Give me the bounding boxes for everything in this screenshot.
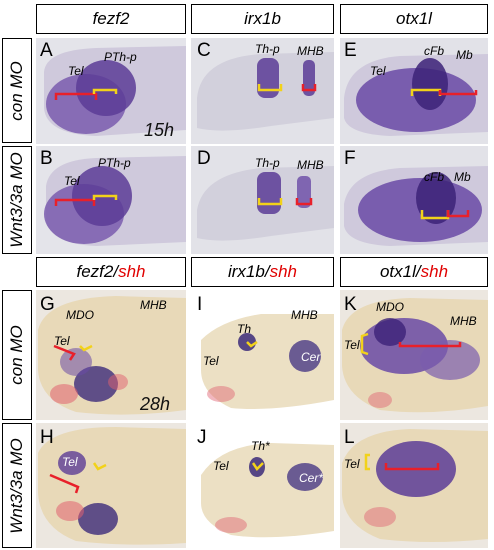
panel-a: A Tel PTh-p 15h bbox=[36, 38, 186, 144]
header-shh: shh bbox=[118, 262, 146, 281]
panel-letter: C bbox=[197, 40, 211, 61]
label-pth-p: PTh-p bbox=[104, 50, 137, 64]
panel-l-image bbox=[342, 429, 488, 542]
label-th-p: Th-p bbox=[255, 156, 280, 170]
label-tel: Tel bbox=[370, 64, 386, 78]
label-mhb: MHB bbox=[291, 308, 318, 322]
label-mhb: MHB bbox=[297, 158, 324, 172]
column-header-otx1l-shh: otx1l / shh bbox=[340, 257, 488, 287]
panel-letter: F bbox=[344, 148, 356, 169]
row-label-wnt-mo-bottom: Wnt3/3a MO bbox=[2, 423, 32, 548]
label-th: Th bbox=[237, 322, 252, 336]
timepoint-label: 15h bbox=[144, 120, 175, 140]
column-header-fezf2: fezf2 bbox=[36, 4, 186, 34]
label-mhb: MHB bbox=[140, 298, 167, 312]
row-label-con-mo-bottom: con MO bbox=[2, 290, 32, 420]
label-tel: Tel bbox=[68, 64, 84, 78]
row-label-text: Wnt3/3a MO bbox=[7, 437, 26, 534]
label-tel: Tel bbox=[64, 174, 80, 188]
panel-h: H Tel bbox=[36, 423, 186, 548]
panel-b-image bbox=[44, 156, 186, 246]
label-tel: Tel bbox=[344, 338, 360, 352]
column-header-fezf2-shh: fezf2/shh bbox=[36, 257, 186, 287]
label-mdo: MDO bbox=[66, 308, 94, 322]
panel-e-image bbox=[344, 54, 488, 136]
label-mhb: MHB bbox=[297, 44, 324, 58]
label-pth-p: PTh-p bbox=[98, 156, 131, 170]
header-text: otx1l bbox=[396, 9, 432, 28]
panel-letter: D bbox=[197, 148, 211, 169]
label-mb: Mb bbox=[454, 170, 471, 184]
panel-letter: B bbox=[40, 148, 53, 169]
panel-letter: K bbox=[344, 294, 357, 315]
row-label-wnt-mo-top: Wnt3/3a MO bbox=[2, 146, 32, 254]
panel-c-image bbox=[197, 52, 334, 131]
panel-a-image bbox=[44, 46, 186, 136]
header-text: fezf2 bbox=[92, 9, 130, 28]
header-shh: shh bbox=[420, 262, 449, 281]
panel-letter: L bbox=[344, 427, 355, 448]
panel-letter: J bbox=[197, 427, 207, 448]
column-header-irx1b: irx1b bbox=[191, 4, 334, 34]
panel-letter: E bbox=[344, 40, 357, 61]
panel-d-image bbox=[197, 166, 334, 241]
label-tel: Tel bbox=[203, 354, 219, 368]
panel-f-image bbox=[344, 166, 488, 246]
panel-letter: I bbox=[197, 294, 203, 315]
label-mb: Mb bbox=[456, 48, 473, 62]
panel-f: F cFb Mb bbox=[340, 146, 488, 254]
label-mhb: MHB bbox=[450, 314, 477, 328]
label-th-p: Th-p bbox=[255, 42, 280, 56]
label-th-star: Th* bbox=[251, 439, 270, 453]
panel-j-image bbox=[201, 443, 334, 538]
column-header-irx1b-shh: irx1b / shh bbox=[191, 257, 334, 287]
header-gene: fezf2 bbox=[76, 262, 114, 281]
label-cfb: cFb bbox=[424, 44, 445, 58]
label-cer-star: Cer* bbox=[299, 471, 324, 485]
panel-letter: H bbox=[40, 427, 54, 448]
panel-letter: A bbox=[40, 40, 53, 61]
panel-k-image bbox=[342, 298, 488, 413]
row-label-text: Wnt3/3a MO bbox=[7, 152, 26, 248]
panel-l: L Tel bbox=[340, 423, 488, 548]
header-shh: shh bbox=[269, 262, 297, 281]
header-sep: / bbox=[113, 262, 119, 281]
row-label-text: con MO bbox=[7, 325, 26, 385]
header-text: irx1b bbox=[244, 9, 281, 28]
row-label-con-mo-top: con MO bbox=[2, 38, 32, 143]
header-gene: otx1l bbox=[379, 262, 416, 281]
panel-g-image bbox=[38, 296, 186, 415]
panel-g: G MDO MHB Tel 28h bbox=[36, 290, 186, 420]
column-header-otx1l: otx1l bbox=[340, 4, 488, 34]
panel-c: C Th-p MHB bbox=[191, 38, 334, 144]
panel-e: E Tel cFb Mb bbox=[340, 38, 488, 144]
panel-h-image bbox=[38, 427, 186, 545]
panel-i-image bbox=[201, 314, 334, 409]
header-gene: irx1b bbox=[227, 262, 265, 281]
panel-b: B Tel PTh-p bbox=[36, 146, 186, 254]
label-cfb: cFb bbox=[424, 170, 445, 184]
label-tel: Tel bbox=[344, 457, 360, 471]
panel-j: J Th* Tel Cer* bbox=[191, 423, 334, 548]
label-cer: Cer bbox=[301, 350, 321, 364]
label-mdo: MDO bbox=[376, 300, 404, 314]
panel-d: D Th-p MHB bbox=[191, 146, 334, 254]
label-tel: Tel bbox=[62, 455, 78, 469]
header-sep: / bbox=[415, 262, 421, 281]
panel-k: K MDO MHB Tel bbox=[340, 290, 488, 420]
label-tel: Tel bbox=[213, 459, 229, 473]
row-label-text: con MO bbox=[7, 60, 26, 121]
panel-letter: G bbox=[40, 294, 55, 315]
panel-i: I Th MHB Tel Cer bbox=[191, 290, 334, 420]
timepoint-label: 28h bbox=[140, 394, 171, 414]
header-sep: / bbox=[264, 262, 270, 281]
label-tel: Tel bbox=[54, 334, 70, 348]
